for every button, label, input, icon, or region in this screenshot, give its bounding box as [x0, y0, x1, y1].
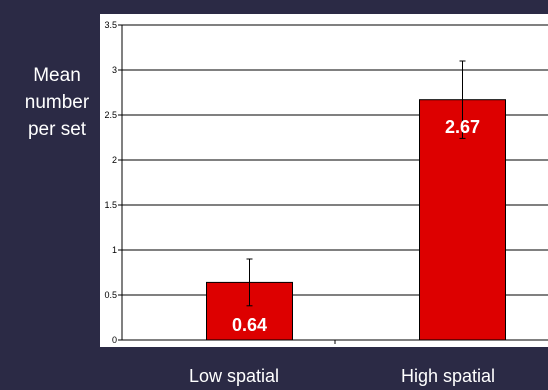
- y-tick-labels: 0 0.5 1 1.5 2 2.5 3 3.5: [104, 20, 122, 345]
- y-tick-label: 3.5: [104, 20, 117, 30]
- x-category-label-low-spatial: Low spatial: [188, 366, 280, 386]
- y-axis-label-line-2: number: [24, 92, 90, 113]
- bars: 0.64 2.67: [206, 60, 506, 341]
- y-tick-label: 0.5: [104, 290, 117, 300]
- y-tick-label: 3: [112, 65, 117, 75]
- y-axis-label-line-3: per set: [27, 119, 87, 140]
- y-tick-label: 0: [112, 335, 117, 345]
- y-tick-label: 1: [112, 245, 117, 255]
- y-tick-label: 1.5: [104, 200, 117, 210]
- y-tick-label: 2.5: [104, 110, 117, 120]
- y-axis-label-line-1: Mean: [33, 65, 81, 86]
- axes: [121, 25, 548, 344]
- data-label-2: 2.67: [445, 117, 480, 137]
- x-category-label-high-spatial: High spatial: [400, 366, 496, 386]
- gridlines: [122, 24, 548, 296]
- y-tick-label: 2: [112, 155, 117, 165]
- data-label-1: 0.64: [232, 315, 267, 335]
